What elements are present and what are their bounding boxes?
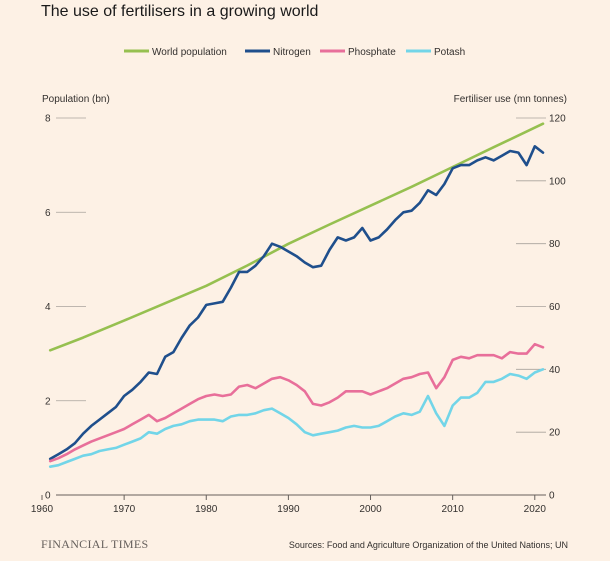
- series-line-potash: [48, 368, 545, 468]
- left-tick-label: 6: [45, 208, 51, 219]
- x-tick-label: 1960: [31, 504, 54, 515]
- series-line-phosphate: [48, 342, 545, 463]
- legend-label-world-population: World population: [152, 47, 227, 58]
- x-tick-label: 1990: [277, 504, 300, 515]
- legend-label-phosphate: Phosphate: [348, 47, 396, 58]
- left-tick-label: 8: [45, 114, 51, 125]
- right-tick-label: 100: [549, 176, 566, 187]
- source-note: Sources: Food and Agriculture Organizati…: [288, 540, 568, 550]
- left-tick-label: 2: [45, 396, 51, 407]
- x-tick-label: 2020: [524, 504, 547, 515]
- right-tick-label: 60: [549, 302, 561, 313]
- series-line-nitrogen: [48, 145, 545, 461]
- left-axis-title: Population (bn): [42, 94, 110, 105]
- x-tick-label: 2010: [442, 504, 465, 515]
- brand-logo: FINANCIAL TIMES: [41, 537, 149, 551]
- axes: Population (bn) Fertiliser use (mn tonnes…: [31, 94, 567, 515]
- x-tick-label: 2000: [359, 504, 382, 515]
- legend: World population Nitrogen Phosphate Potash: [124, 47, 465, 58]
- legend-label-potash: Potash: [434, 47, 465, 58]
- right-tick-label: 0: [549, 491, 555, 502]
- right-tick-label: 80: [549, 239, 561, 250]
- series-line-world-population: [48, 122, 545, 352]
- chart-title: The use of fertilisers in a growing worl…: [41, 3, 319, 20]
- left-tick-label: 4: [45, 302, 51, 313]
- right-axis-title: Fertiliser use (mn tonnes): [454, 94, 567, 105]
- legend-label-nitrogen: Nitrogen: [273, 47, 311, 58]
- series-lines: [48, 122, 545, 468]
- right-tick-label: 20: [549, 428, 561, 439]
- right-tick-label: 120: [549, 114, 566, 125]
- right-tick-label: 40: [549, 365, 561, 376]
- x-tick-label: 1970: [113, 504, 136, 515]
- left-tick-label: 0: [45, 491, 51, 502]
- x-tick-label: 1980: [195, 504, 218, 515]
